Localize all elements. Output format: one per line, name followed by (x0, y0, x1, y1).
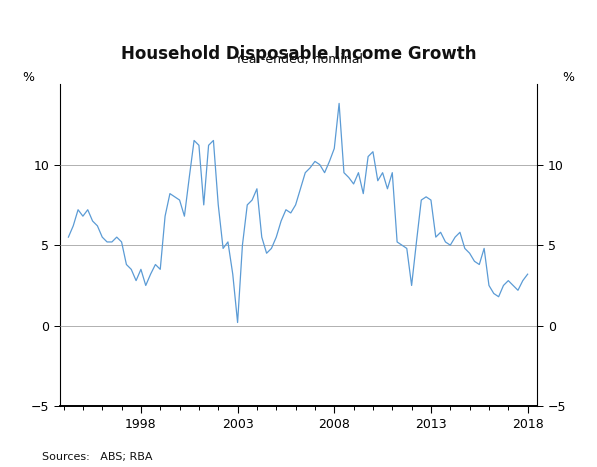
Text: %: % (23, 71, 35, 84)
Title: Household Disposable Income Growth: Household Disposable Income Growth (121, 45, 476, 63)
Text: Year-ended, nominal: Year-ended, nominal (235, 53, 362, 66)
Text: Sources:   ABS; RBA: Sources: ABS; RBA (42, 453, 152, 462)
Text: %: % (562, 71, 574, 84)
